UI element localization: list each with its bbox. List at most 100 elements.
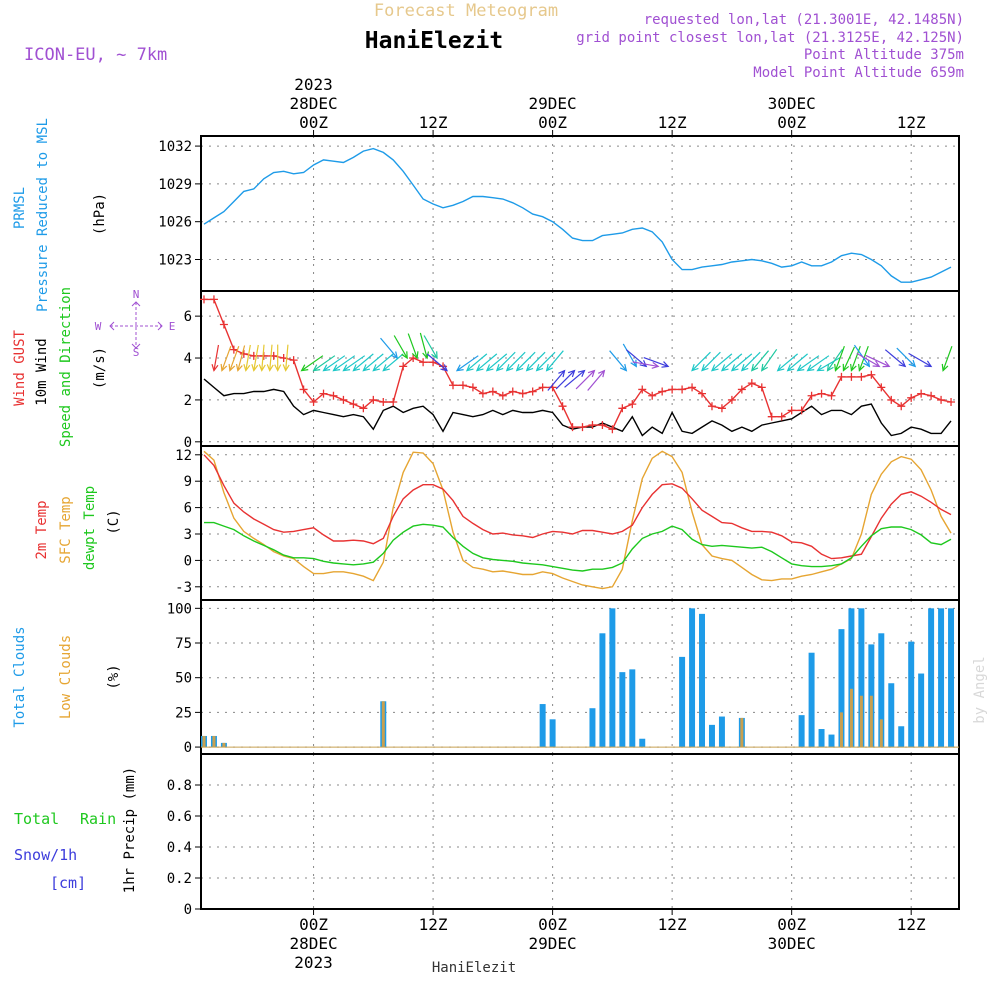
precip-panel: 0 0.2 0.4 0.6 0.8 [167,753,960,918]
gust-marker [787,406,796,415]
wind-arrow-head [863,359,871,368]
wind-arrow-head [266,364,274,372]
wind-arrow [797,355,820,372]
station-title: HaniElezit [365,28,503,54]
wind-arrow-head [505,364,514,372]
low-cloud-bar [740,717,744,748]
clouds-panel: 0 25 50 75 100 [167,599,960,756]
wind-arrow [827,348,843,371]
wind-tick-label: 2 [184,393,192,409]
gust-marker [877,383,886,392]
wind-arrow [609,350,627,371]
gust-marker [907,393,916,402]
wind-arrow [701,351,721,372]
total-cloud-bar [689,608,696,748]
wind-arrow-head [251,363,259,372]
wind-arrow [269,344,273,371]
gust-marker [797,406,806,415]
wind-arrow [313,355,336,372]
wind-arrow [711,353,733,372]
clouds-unit: (%) [106,664,122,689]
total-cloud-bar [818,729,825,748]
gust-marker [618,404,627,413]
panel-frame [200,445,960,601]
bottom-time-label: 30DEC [768,934,816,953]
pressure-tick-label: 1026 [158,215,192,231]
wind-arrow-head [842,363,850,372]
gust-marker [807,391,816,400]
low-cloud-bar [381,701,385,748]
wind-arrow [691,351,711,372]
gust-marker [937,395,946,404]
precip-tick-label: 0.4 [167,840,192,856]
gust-marker [927,391,936,400]
wind-arrow-head [730,364,739,372]
wind-arrow-head [485,364,494,372]
gust-marker [757,383,766,392]
top-time-label: 30DEC [768,94,816,113]
pressure-tick-label: 1032 [158,139,192,155]
wind-arrow-head [796,364,805,372]
gust-marker [538,383,547,392]
wind-arrow-head [228,363,236,372]
footer-station: HaniElezit [432,960,516,976]
t2m-line [203,454,952,560]
compass-north: N [133,288,140,301]
wind-arrow [516,351,536,372]
precip-rain-label: Rain [80,810,116,828]
wind-arrow-head [806,364,815,372]
total-cloud-bar [938,608,945,748]
wind-arrow-head [587,369,596,378]
wind-arrow-head [701,364,709,372]
wind-arrow-head [834,363,841,372]
wind-arrow [323,355,346,372]
compass-rose: N S W E [95,288,176,359]
gust-marker [588,421,597,430]
top-time-label: 12Z [658,113,687,132]
wind-arrow-head [372,364,380,372]
total-cloud-bar [928,608,935,748]
wind-arrow-head [850,363,857,372]
gust-marker [947,398,956,407]
gust-marker [608,425,617,434]
total-cloud-bar [918,673,925,748]
gust-marker [239,349,248,358]
bottom-time-label: 2023 [294,953,333,972]
wind-arrow [564,370,585,388]
temperature-panel: -3 0 3 6 9 12 [175,445,960,601]
wind-arrow [343,355,366,372]
low-cloud-bar [212,735,216,748]
wind-arrow-head [740,364,749,372]
wind-arrow-head [710,364,719,372]
total-cloud-bar [848,608,855,748]
panel-frame [200,753,960,910]
gust-marker [399,362,408,371]
wind-arrow-head [924,360,933,368]
wind-arrow [526,351,546,372]
total-cloud-bar [718,716,725,748]
total-cloud-bar [589,708,596,748]
wind-panel: 0 2 4 6 [184,290,960,451]
total-cloud-bar [858,608,865,748]
wind-arrow-head [258,364,266,372]
wind-arrow [856,352,880,367]
low-cloud-bar [202,735,206,748]
wind-arrow [834,345,845,371]
wind-arrow-head [515,364,524,372]
panel-frame [200,135,960,292]
wind-arrow [253,344,259,371]
wind-arrow-head [243,363,251,372]
gust-marker [578,423,587,432]
clouds-tick-label: 100 [167,601,192,617]
bottom-time-label: 12Z [419,915,448,934]
wind-arrow [555,370,575,390]
wind-arrow [842,346,855,371]
wind-arrow [896,347,916,367]
temp-2m-label: 2m Temp [34,500,50,559]
top-time-label: 00Z [777,113,806,132]
gust-marker [449,381,458,390]
clouds-tick-label: 25 [175,705,192,721]
wind-arrow-head [908,359,917,368]
pressure-panel: 1023 1026 1029 1032 [158,135,960,292]
wind-arrow [353,353,374,372]
